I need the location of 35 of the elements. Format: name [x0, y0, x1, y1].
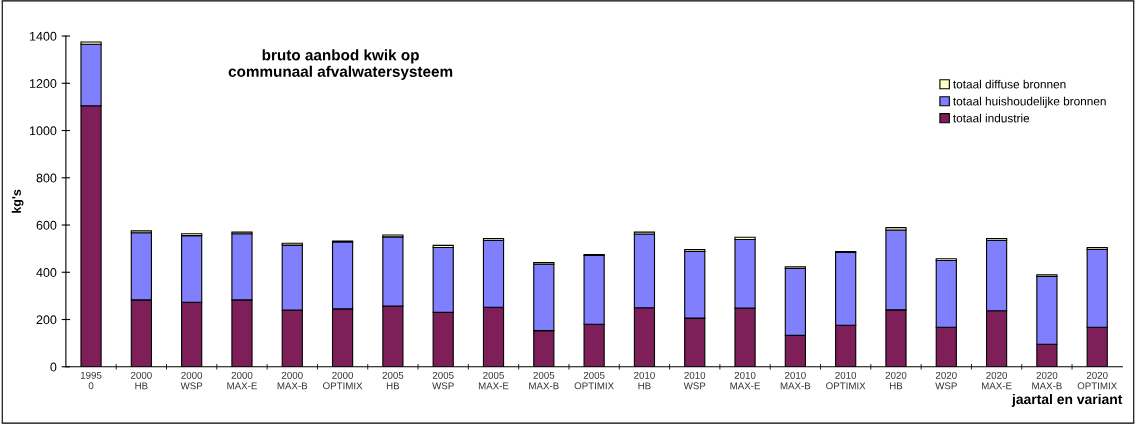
x-tick-label: 2010 OPTIMIX	[826, 371, 866, 390]
y-tick-label: 800	[36, 173, 57, 183]
y-tick-label: 600	[36, 220, 57, 230]
x-tick-label: 2020 WSP	[935, 371, 957, 390]
x-tick-label: 1995 0	[80, 371, 102, 390]
y-tick-label: 1000	[30, 126, 57, 136]
y-tick-label: 1200	[30, 79, 57, 88]
y-tick-label: 1400	[30, 31, 57, 41]
y-tick-label: 200	[36, 315, 57, 325]
text: bruto aanbod kwik op communaal afvalwatersysteem	[228, 49, 453, 80]
x-tick-label: 2020 HB	[885, 371, 907, 390]
x-tick-label: 2010 WSP	[683, 371, 706, 390]
x-tick-label: 2020 OPTIMIX	[1077, 371, 1117, 390]
x-tick-label: 2005 OPTIMIX	[574, 371, 614, 390]
x-tick-label: 2020 MAX-E	[982, 371, 1012, 390]
x-tick-label: 2005 MAX-B	[529, 371, 559, 390]
legend-label: totaal diffuse bronnen	[953, 79, 1066, 89]
x-tick-label: 2010 MAX-E	[730, 371, 761, 390]
x-tick-label: 2005 HB	[382, 371, 404, 390]
legend-label: totaal huishoudelijke bronnen	[953, 96, 1106, 108]
x-tick-label: 2000 OPTIMIX	[323, 371, 363, 390]
x-tick-label: 2005 WSP	[432, 371, 454, 390]
legend-label: totaal industrie	[953, 113, 1030, 123]
x-tick-label: 2000 WSP	[180, 371, 203, 390]
x-tick-label: 2000 MAX-B	[277, 371, 308, 390]
x-tick-label: 2005 MAX-E	[478, 371, 509, 390]
x-tick-label: 2010 HB	[634, 371, 655, 390]
x-axis-title: jaartal en variant	[1011, 393, 1123, 407]
x-tick-label: 2010 MAX-B	[780, 371, 811, 390]
y-tick-label: 0	[50, 362, 57, 372]
x-tick-label: 2000 HB	[131, 371, 152, 390]
x-tick-label: 2020 MAX-B	[1032, 371, 1062, 390]
y-tick-label: 400	[36, 268, 57, 277]
x-tick-label: 2000 MAX-E	[227, 371, 257, 390]
y-axis-title: kg's	[11, 189, 24, 213]
